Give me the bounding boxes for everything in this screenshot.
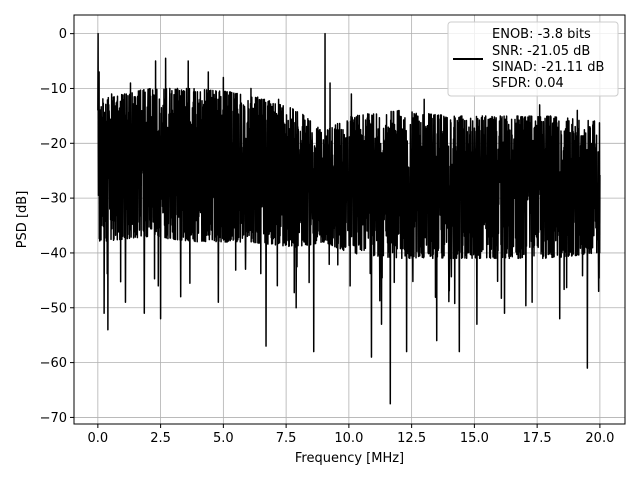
y-tick-label: 0 <box>59 27 67 42</box>
x-tick-label: 20.0 <box>585 431 614 446</box>
x-axis-label: Frequency [MHz] <box>295 451 404 466</box>
x-tick-label: 17.5 <box>523 431 552 446</box>
y-tick-label: −20 <box>40 137 67 152</box>
legend-entry-snr: SNR: -21.05 dB <box>492 44 590 59</box>
y-tick-label: −60 <box>40 356 67 371</box>
y-axis-label: PSD [dB] <box>15 191 30 249</box>
x-tick-label: 10.0 <box>334 431 363 446</box>
x-tick-label: 12.5 <box>397 431 426 446</box>
legend-box <box>447 21 619 97</box>
y-tick-label: −40 <box>40 246 67 261</box>
legend-entry-sinad: SINAD: -21.11 dB <box>492 60 604 75</box>
legend: ENOB: -3.8 bits SNR: -21.05 dB SINAD: -2… <box>447 21 619 97</box>
psd-trace <box>97 32 601 405</box>
legend-entry-sfdr: SFDR: 0.04 <box>492 76 564 91</box>
y-tick-label: −50 <box>40 301 67 316</box>
x-tick-label: 7.5 <box>276 431 297 446</box>
x-axis: 0.0 2.5 5.0 7.5 10.0 12.5 15.0 17.5 20.0 <box>88 424 614 446</box>
psd-series-line <box>97 32 601 405</box>
x-tick-label: 0.0 <box>88 431 109 446</box>
x-tick-label: 2.5 <box>150 431 171 446</box>
x-tick-label: 5.0 <box>213 431 234 446</box>
plot-frame <box>73 14 626 425</box>
y-tick-label: −70 <box>40 411 67 426</box>
y-axis: 0 −10 −20 −30 −40 −50 −60 −70 <box>40 27 74 426</box>
x-tick-label: 15.0 <box>460 431 489 446</box>
y-tick-label: −10 <box>40 82 67 97</box>
y-tick-label: −30 <box>40 192 67 207</box>
legend-entry-enob: ENOB: -3.8 bits <box>492 27 591 42</box>
